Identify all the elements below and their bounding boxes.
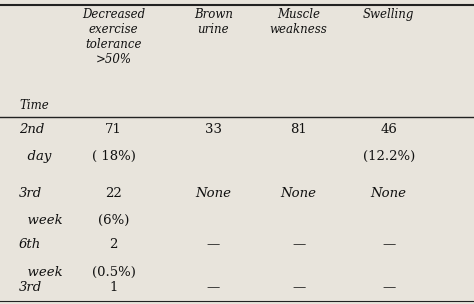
Text: None: None (281, 187, 317, 199)
Text: —: — (207, 238, 220, 251)
Text: 2: 2 (109, 238, 118, 251)
Text: 6th: 6th (19, 238, 41, 251)
Text: None: None (371, 187, 407, 199)
Text: 81: 81 (290, 123, 307, 136)
Text: (6%): (6%) (98, 214, 129, 227)
Text: 22: 22 (105, 187, 122, 199)
Text: week: week (19, 214, 63, 227)
Text: —: — (382, 281, 395, 294)
Text: —: — (382, 238, 395, 251)
Text: —: — (292, 238, 305, 251)
Text: 3rd: 3rd (19, 281, 42, 294)
Text: Decreased
exercise
tolerance
>50%: Decreased exercise tolerance >50% (82, 8, 146, 66)
Text: week: week (19, 266, 63, 278)
Text: 1: 1 (109, 281, 118, 294)
Text: —: — (207, 281, 220, 294)
Text: 46: 46 (380, 123, 397, 136)
Text: Muscle
weakness: Muscle weakness (270, 8, 328, 36)
Text: 71: 71 (105, 123, 122, 136)
Text: 3rd: 3rd (19, 187, 42, 199)
Text: 33: 33 (205, 123, 222, 136)
Text: —: — (292, 281, 305, 294)
Text: 2nd: 2nd (19, 123, 45, 136)
Text: (0.5%): (0.5%) (92, 266, 136, 278)
Text: (12.2%): (12.2%) (363, 150, 415, 163)
Text: ( 18%): ( 18%) (92, 150, 136, 163)
Text: Swelling: Swelling (363, 8, 414, 21)
Text: day: day (19, 150, 51, 163)
Text: Time: Time (19, 99, 49, 112)
Text: None: None (195, 187, 231, 199)
Text: Brown
urine: Brown urine (194, 8, 233, 36)
